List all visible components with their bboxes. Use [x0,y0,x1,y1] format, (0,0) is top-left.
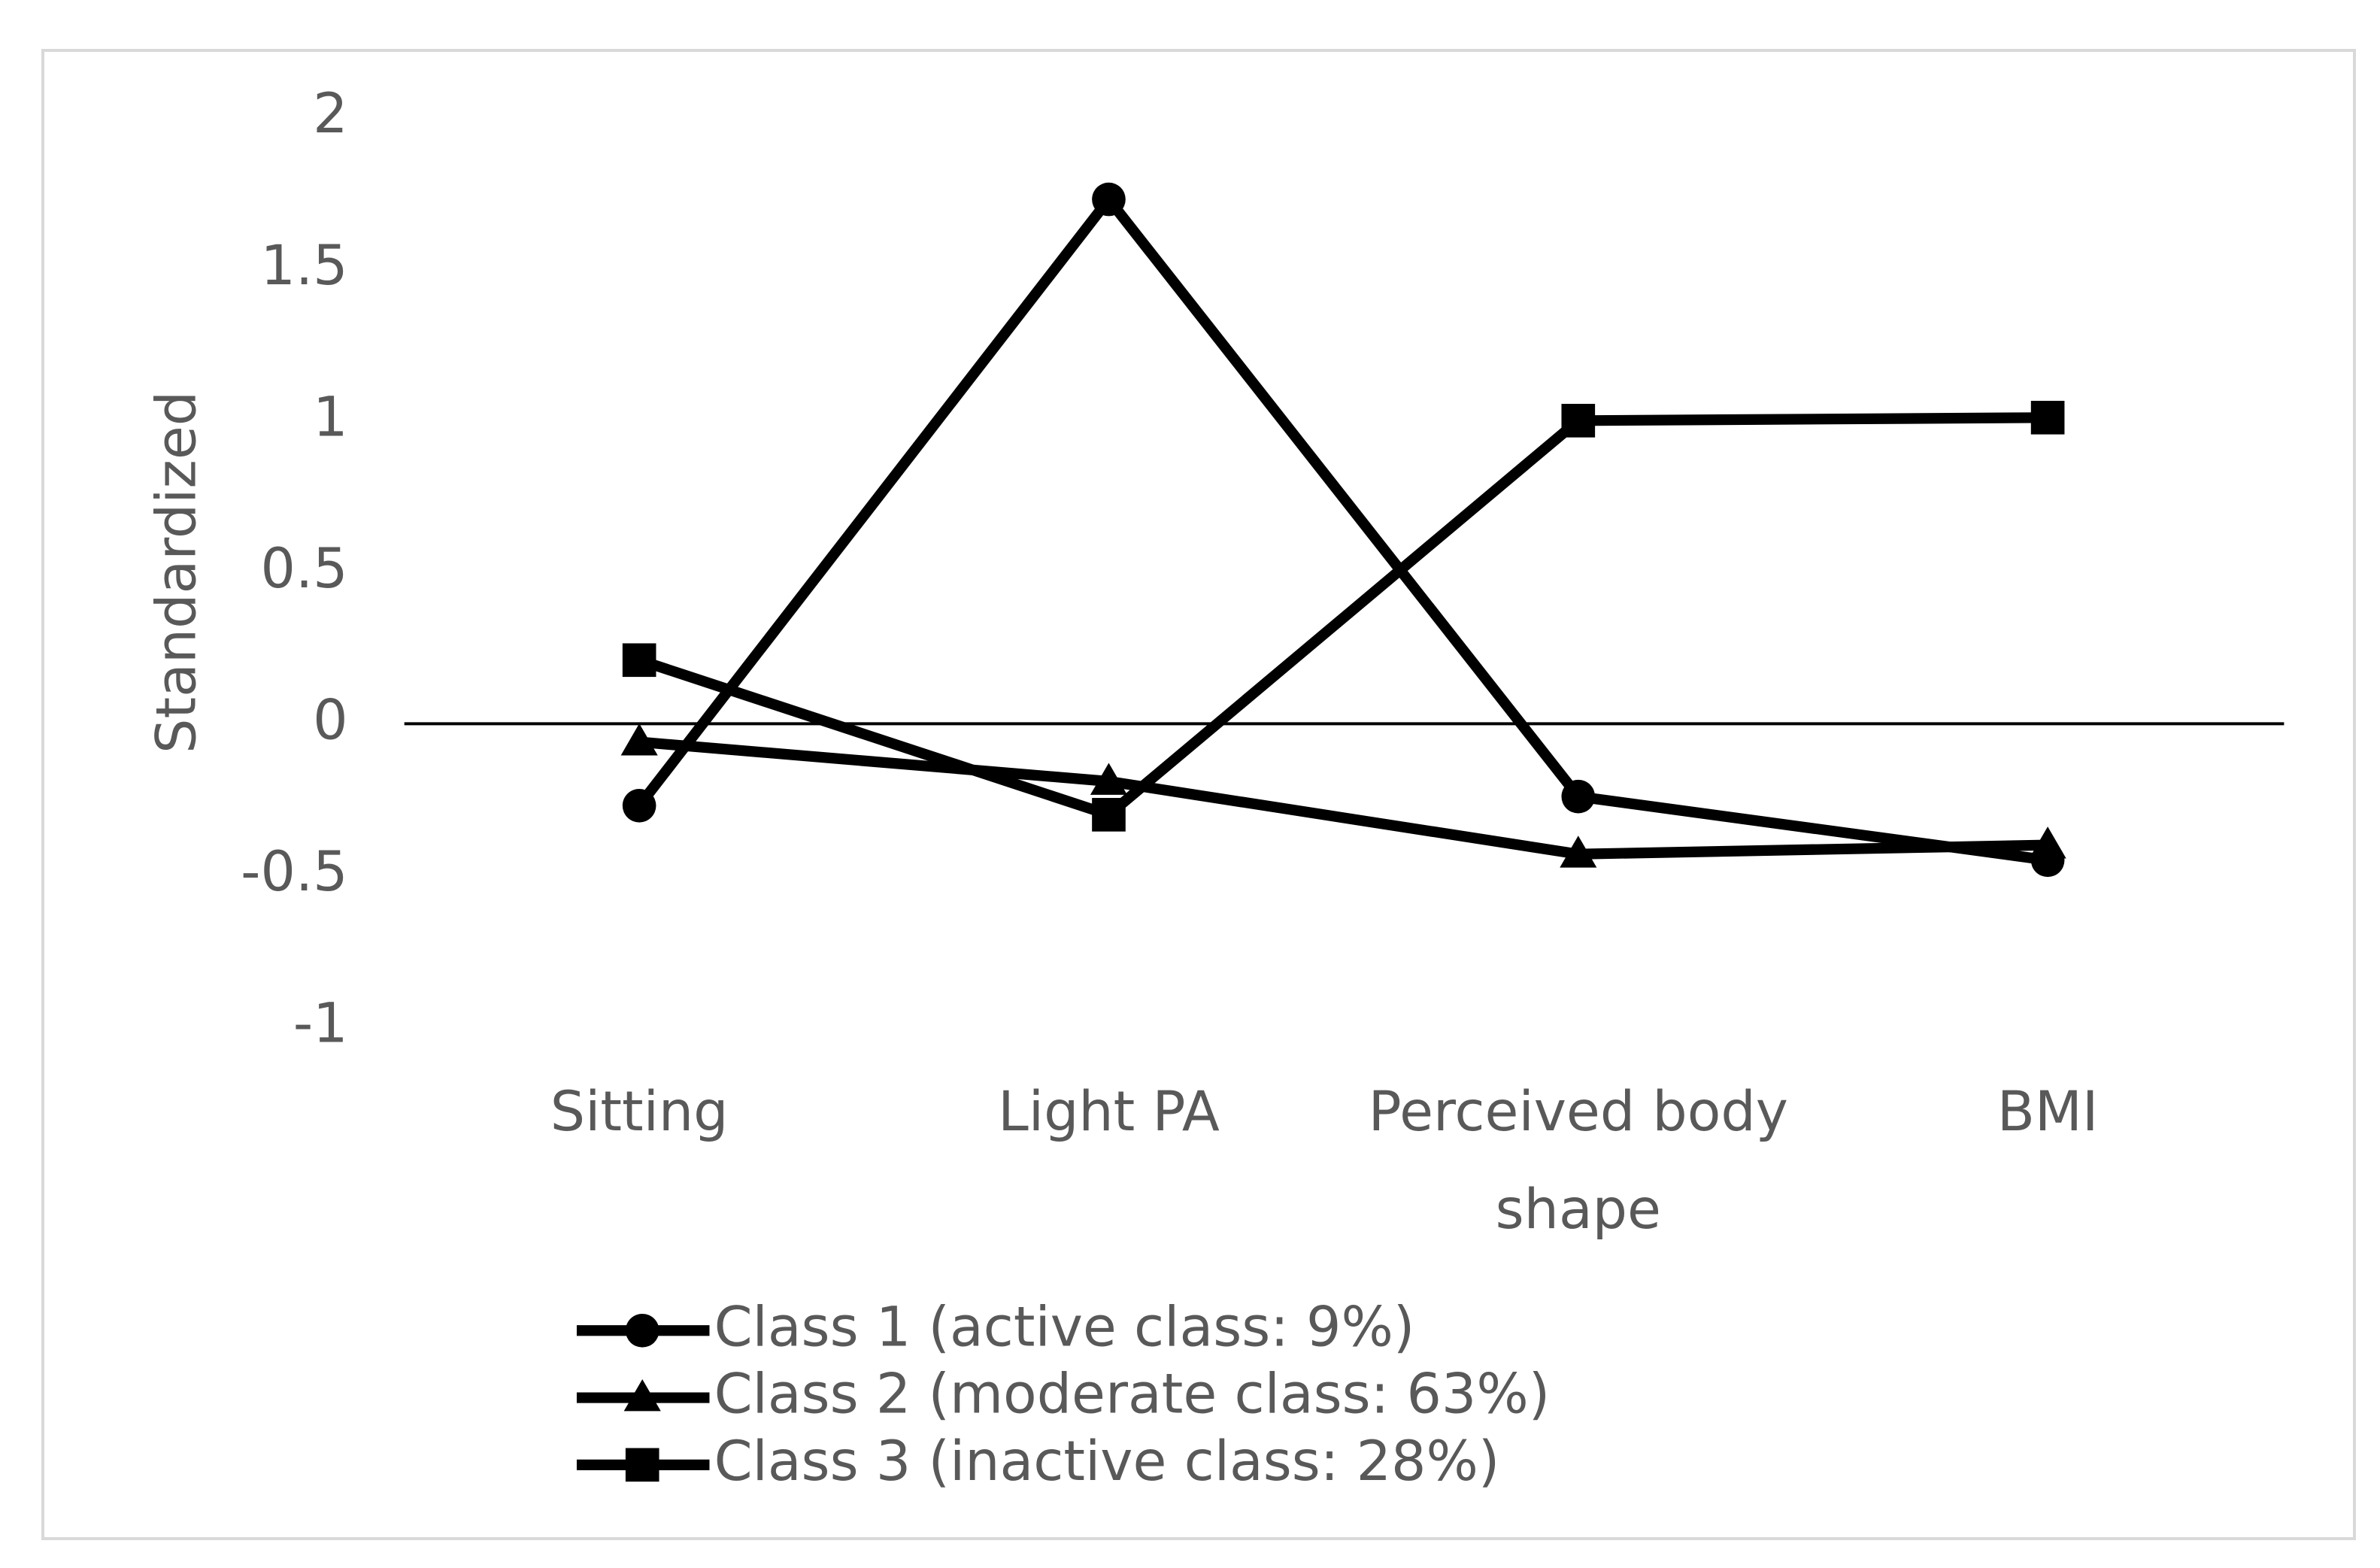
marker [2029,826,2066,859]
x-tick-label: BMI [1996,1080,2099,1145]
marker [2030,400,2065,435]
marker [625,1448,659,1482]
series-line [638,736,2048,860]
x-tick-label: Perceived body shape [1368,1080,1788,1242]
marker [622,643,656,678]
x-tick-label: Sitting [550,1080,729,1145]
legend-label: Class 2 (moderate class: 63%) [714,1363,1551,1427]
marker [1560,836,1597,868]
marker [1561,404,1596,438]
series-line [637,412,2048,820]
y-axis-label: Standardized [144,391,208,754]
marker [622,788,656,823]
y-tick-label: 2 [313,82,347,146]
series-line [635,193,2049,866]
y-tick-label: -0.5 [241,840,347,904]
marker [1090,763,1128,795]
y-tick-label: 1.5 [261,234,348,298]
marker [620,723,658,756]
y-tick-label: 1 [313,385,347,449]
marker [1092,798,1126,832]
legend-label: Class 3 (inactive class: 28%) [714,1430,1500,1494]
y-tick-label: 0.5 [261,537,348,601]
marker [623,1379,661,1412]
marker [1092,182,1126,217]
legend-label: Class 1 (active class: 9%) [714,1295,1415,1359]
marker [1561,779,1596,814]
x-tick-label: Light PA [998,1080,1220,1145]
y-tick-label: -1 [293,992,348,1056]
y-tick-label: 0 [313,688,347,752]
marker [625,1313,659,1348]
chart-border [41,49,2356,1540]
